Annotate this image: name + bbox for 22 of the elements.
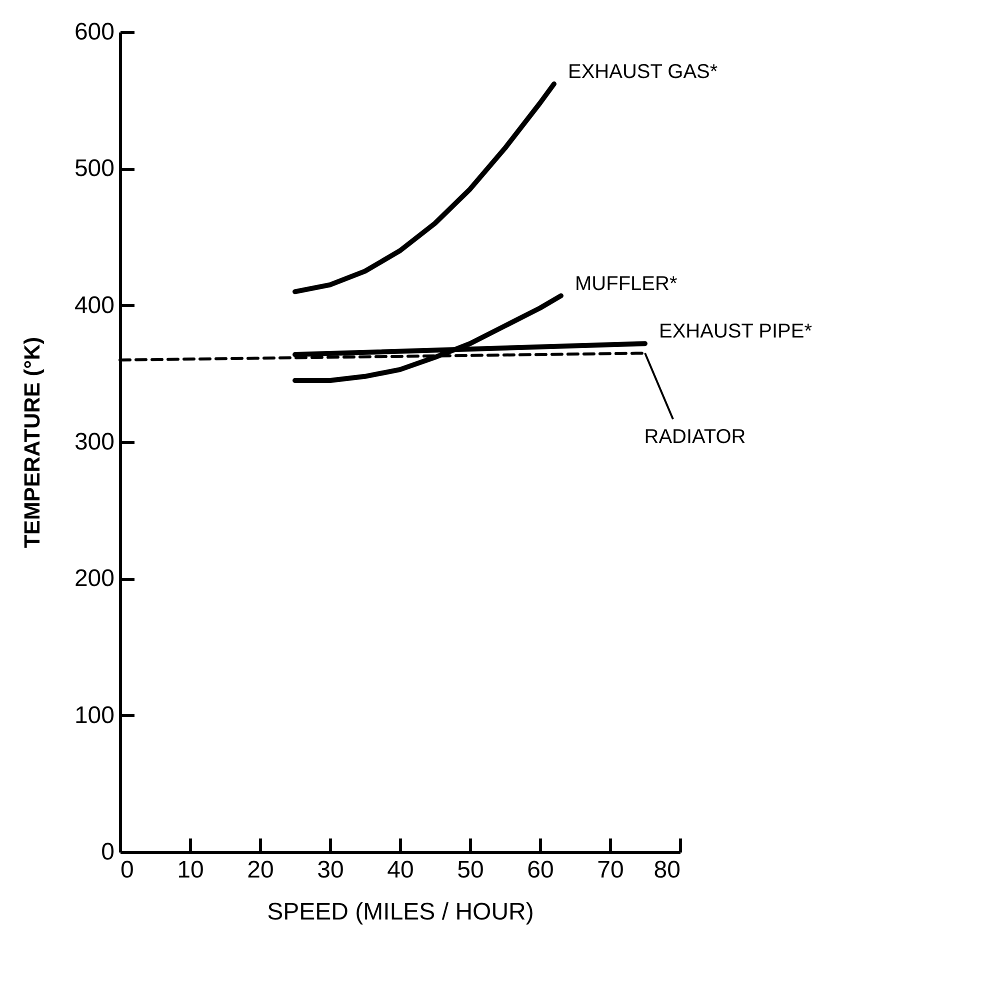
x-tick-label: 20 [247, 856, 274, 884]
y-axis-title: TEMPERATURE (°K) [19, 336, 44, 548]
y-tick-label: 100 [74, 702, 114, 729]
y-tick-label: 300 [74, 428, 114, 456]
y-tick-label: 500 [74, 155, 114, 182]
x-tick-label: 60 [527, 856, 554, 884]
y-tick-label: 600 [74, 18, 114, 46]
series-label: EXHAUST PIPE* [659, 320, 812, 343]
y-tick-label: 0 [101, 838, 114, 866]
series-label: EXHAUST GAS* [568, 60, 718, 83]
x-tick-label: 30 [317, 856, 344, 884]
x-axis-title: SPEED (MILES / HOUR) [267, 898, 534, 926]
x-tick-label: 80 [654, 856, 680, 884]
series-label: MUFFLER* [575, 272, 678, 295]
y-tick-label: 200 [74, 565, 114, 592]
x-tick-label: 50 [457, 856, 484, 884]
x-tick-label: 40 [387, 856, 414, 884]
y-tick-label: 400 [74, 292, 114, 319]
x-tick-label: 10 [177, 856, 204, 884]
x-tick-label: 0 [120, 856, 134, 884]
text: RADIATOR [644, 426, 746, 448]
x-tick-label: 70 [597, 856, 624, 884]
